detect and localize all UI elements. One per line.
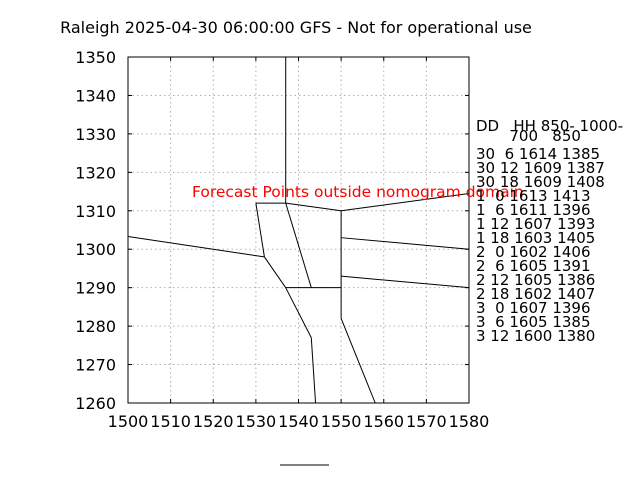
y-tick-label: 1300 xyxy=(75,240,116,259)
y-tick-label: 1290 xyxy=(75,279,116,298)
table-row: 3 6 1605 1385 xyxy=(476,313,591,331)
nomogram-segment xyxy=(263,256,287,288)
table-row: 30 12 1609 1387 xyxy=(476,159,605,177)
table-row: 2 18 1602 1407 xyxy=(476,285,595,303)
table-header-line: DD HH 850- 1000- xyxy=(476,117,623,135)
y-tick-label: 1270 xyxy=(75,356,116,375)
y-tick-label: 1340 xyxy=(75,86,116,105)
nomogram-segment xyxy=(285,202,312,288)
table-row: 3 0 1607 1396 xyxy=(476,299,591,317)
y-tick-label: 1330 xyxy=(75,125,116,144)
y-tick-label: 1280 xyxy=(75,317,116,336)
table-header-line: 700 850 xyxy=(476,127,581,145)
x-tick-label: 1540 xyxy=(278,412,319,431)
x-tick-label: 1530 xyxy=(236,412,277,431)
x-tick-label: 1500 xyxy=(108,412,149,431)
x-tick-label: 1510 xyxy=(150,412,191,431)
nomogram-segment xyxy=(285,287,312,338)
nomogram-segment xyxy=(340,318,376,404)
table-row: 1 0 1613 1413 xyxy=(476,187,591,205)
x-tick-label: 1550 xyxy=(321,412,362,431)
nomogram-segment xyxy=(341,192,470,212)
table-row: 2 0 1602 1406 xyxy=(476,243,591,261)
nomogram-segment xyxy=(127,236,265,258)
nomogram-segment xyxy=(341,237,470,250)
table-row: 1 18 1603 1405 xyxy=(476,229,595,247)
gridlines xyxy=(128,57,469,403)
table-row: 1 12 1607 1393 xyxy=(476,215,595,233)
table-row: 3 12 1600 1380 xyxy=(476,327,595,345)
nomogram-segment xyxy=(341,275,470,289)
x-tick-label: 1580 xyxy=(449,412,490,431)
table-row: 2 6 1605 1391 xyxy=(476,257,591,275)
nomogram-segment xyxy=(255,203,265,257)
table-row: 1 6 1611 1396 xyxy=(476,201,591,219)
plot-frame xyxy=(127,56,470,404)
chart-title: Raleigh 2025-04-30 06:00:00 GFS - Not fo… xyxy=(60,18,532,37)
table-row: 2 12 1605 1386 xyxy=(476,271,595,289)
table-row: 30 18 1609 1408 xyxy=(476,173,605,191)
axis-ticks: 1500 1510 1520 1530 1540 1550 1560 1570 1580 1260… xyxy=(75,48,489,431)
nomogram-segment xyxy=(285,202,342,212)
table-row: 30 6 1614 1385 xyxy=(476,145,600,163)
x-tick-label: 1520 xyxy=(193,412,234,431)
y-tick-label: 1260 xyxy=(75,394,116,413)
x-tick-label: 1570 xyxy=(406,412,447,431)
y-tick-label: 1310 xyxy=(75,202,116,221)
y-tick-label: 1350 xyxy=(75,48,116,67)
nomogram-lines xyxy=(127,57,470,404)
x-tick-label: 1560 xyxy=(363,412,404,431)
outside-domain-warning: Forecast Points outside nomogram domain xyxy=(192,183,524,201)
y-tick-label: 1320 xyxy=(75,163,116,182)
nomogram-segment xyxy=(310,337,317,404)
